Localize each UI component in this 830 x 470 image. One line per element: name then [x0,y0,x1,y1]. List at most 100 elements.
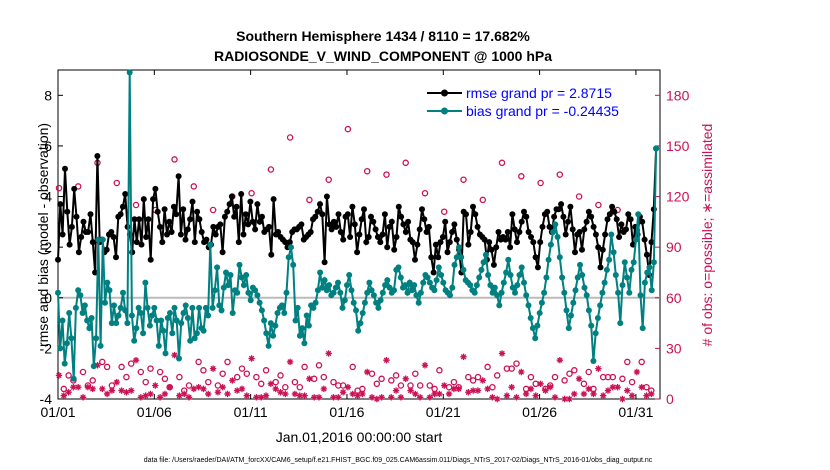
obs-assimilated-marker [532,392,539,399]
obs-assimilated-marker [94,362,101,369]
obs-assimilated-marker [330,394,337,401]
bias-point [608,231,615,238]
bias-point [415,299,422,306]
rmse-point [177,231,184,238]
bias-point [335,279,341,286]
obs-assimilated-marker [585,385,592,393]
rmse-point [493,244,500,251]
rmse-point [381,211,388,218]
obs-assimilated-marker [219,383,226,391]
obs-assimilated-marker [65,389,72,396]
bias-point [151,304,158,311]
bias-point [171,304,178,311]
bias-point [321,277,328,284]
obs-assimilated-marker [325,350,332,357]
obs-possible-marker [513,360,520,367]
bias-point [180,310,187,316]
bias-point [404,289,411,296]
rmse-point [446,239,453,246]
rmse-point [423,229,430,235]
obs-assimilated-marker [79,394,87,401]
rmse-point [314,208,321,215]
rmse-point [217,221,224,228]
rmse-point [618,221,625,228]
bias-point [370,292,377,299]
rmse-point [532,254,539,261]
obs-possible-marker [431,385,438,393]
obs-possible-marker [571,367,578,374]
bias-point [72,304,79,311]
bias-point [373,299,380,306]
bias-point [379,289,386,296]
rmse-point [590,223,597,230]
bias-point [312,299,319,306]
bias-point [66,310,73,316]
bias-point [86,325,93,332]
rmse-point [259,213,265,220]
rmse-point [119,203,126,210]
rmse-point [602,231,609,238]
rmse-point [546,223,553,230]
bias-point [108,320,115,327]
obs-assimilated-marker [566,395,573,403]
rmse-point [611,208,618,215]
obs-assimilated-marker [344,383,352,391]
obs-possible-marker [566,370,573,377]
bias-point [126,69,133,76]
bias-point [597,302,604,309]
bias-point [193,330,200,337]
bias-point [348,287,355,294]
obs-possible-marker [176,373,183,381]
rmse-point [75,249,82,256]
obs-possible-marker [349,363,356,371]
bias-point [113,320,120,327]
obs-assimilated-marker [277,389,284,396]
obs-assimilated-marker [161,390,169,398]
rmse-point [356,231,363,238]
obs-possible-marker [127,360,135,367]
obs-assimilated-marker [118,387,125,394]
obs-assimilated-marker [267,380,275,388]
obs-assimilated-marker [137,394,145,401]
obs-assimilated-marker [166,383,173,391]
obs-assimilated-marker [469,387,477,394]
x-axis: 01/01 01/06 01/11 01/16 01/21 01/26 01/31 [40,70,654,420]
bias-point [478,266,485,273]
rmse-point [154,208,161,215]
bias-point [319,284,326,291]
bias-point [254,292,261,299]
rmse-point [131,216,138,223]
obs-assimilated-marker [142,392,149,399]
rmse-point [184,226,191,233]
rmse-point [425,223,432,230]
bias-point [122,307,129,314]
bias-point [236,261,243,268]
bias-point [290,261,297,268]
rmse-point [398,213,405,220]
rmse-point [221,213,228,220]
rmse-point [340,236,347,243]
bias-point [518,264,525,271]
obs-possible-marker [156,368,164,376]
bias-point [158,317,165,324]
rmse-point [349,203,356,210]
bias-point [303,312,310,319]
bias-point [153,317,160,324]
bias-point [476,274,483,281]
bias-point [581,284,588,291]
obs-assimilated-marker [282,390,289,398]
bias-point [279,302,285,309]
obs-possible-marker [142,378,149,386]
obs-assimilated-marker [84,383,92,391]
rmse-point [585,208,592,215]
bias-point [59,317,66,324]
bias-point [639,325,646,332]
rmse-point [453,236,460,243]
bias-point [314,287,321,294]
rmse-point [168,229,175,235]
obs-possible-marker [402,159,409,167]
rmse-point [147,256,154,263]
obs-assimilated-marker [474,387,482,394]
rmse-point [170,203,177,210]
obs-assimilated-marker [152,382,159,389]
